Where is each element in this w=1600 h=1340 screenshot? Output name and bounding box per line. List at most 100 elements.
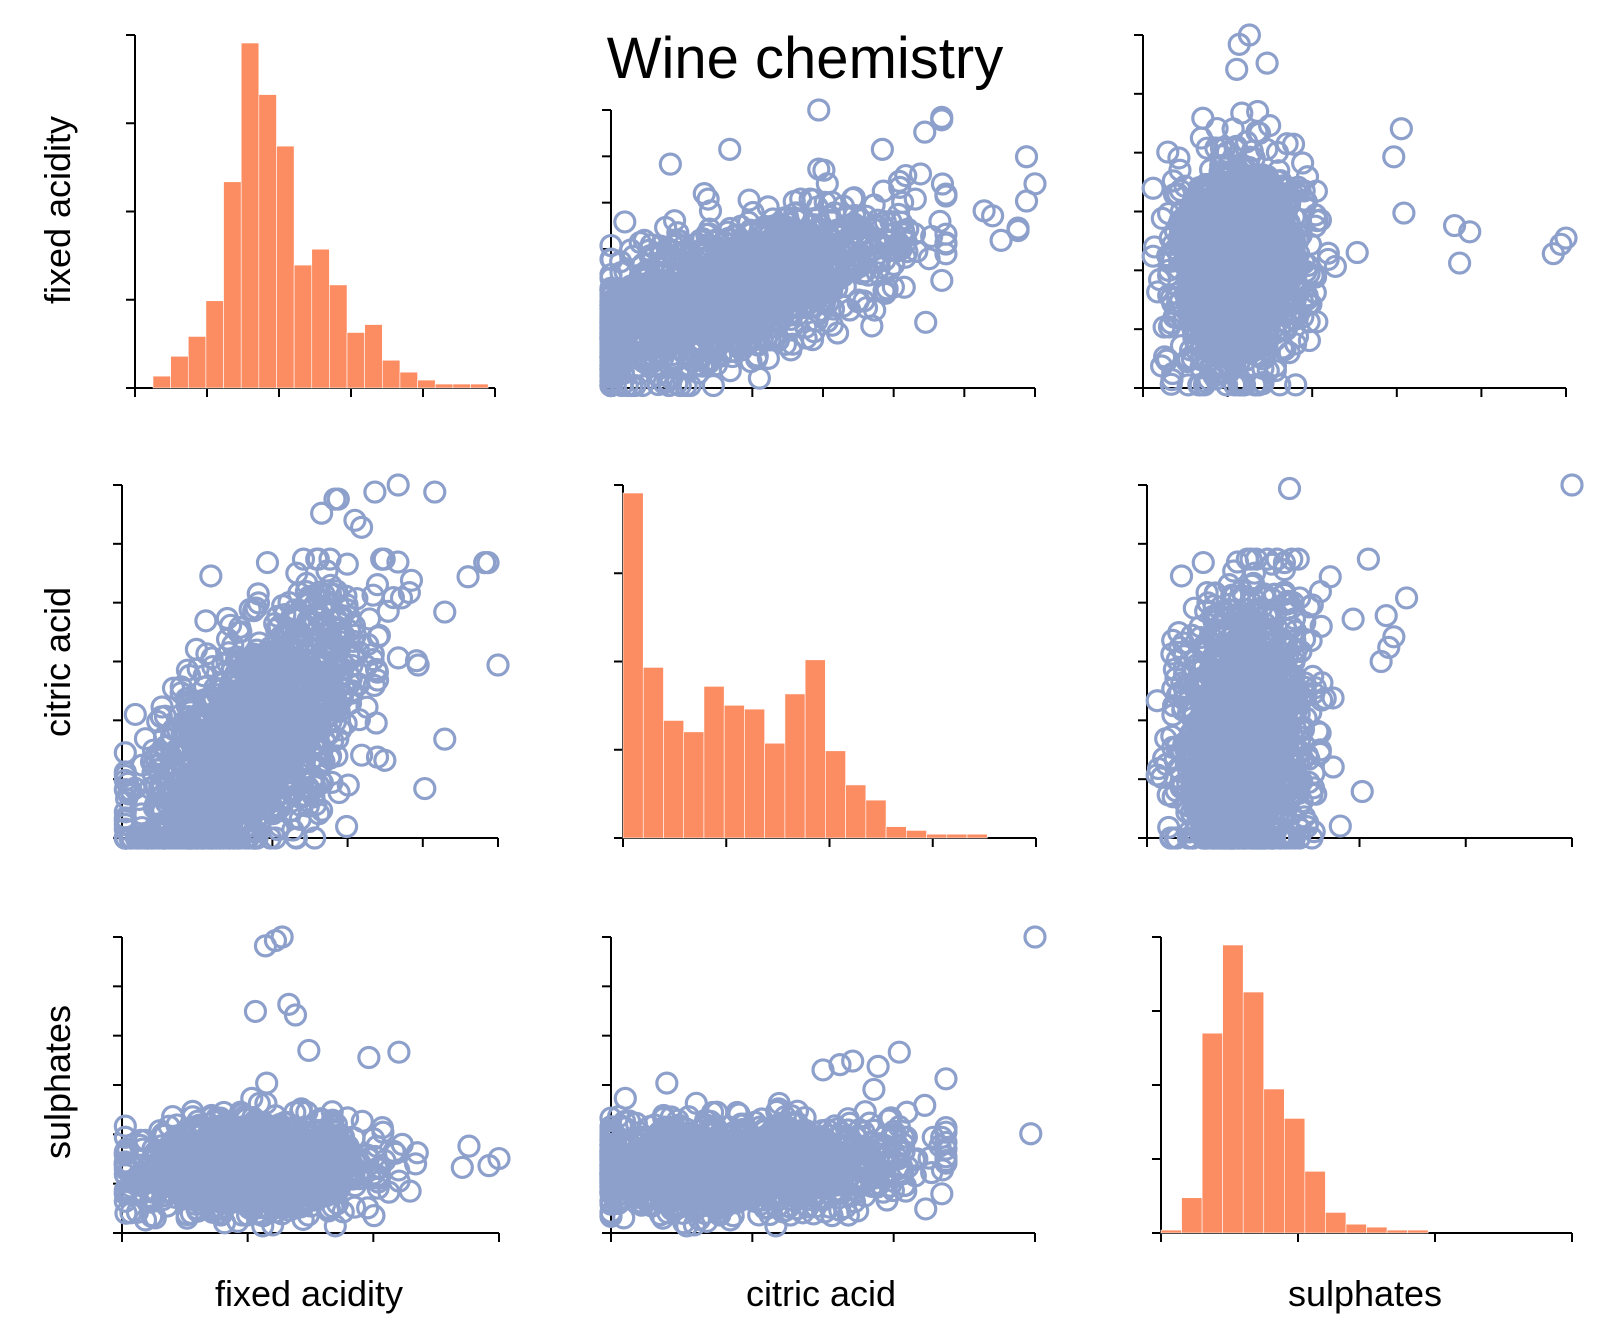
- scatter-point: [1168, 158, 1192, 182]
- scatter-point: [657, 373, 681, 398]
- scatter-point: [305, 754, 330, 779]
- scatter-points: [599, 98, 1047, 398]
- scatter-point: [244, 826, 268, 850]
- scatter-point: [663, 247, 688, 271]
- scatter-point: [1260, 271, 1285, 295]
- scatter-point: [268, 795, 292, 819]
- scatter-point: [655, 282, 679, 306]
- scatter-point: [364, 711, 388, 735]
- scatter-point: [342, 644, 366, 668]
- scatter-point: [1223, 275, 1248, 299]
- scatter-point: [372, 547, 396, 571]
- scatter-point: [1187, 373, 1211, 397]
- scatter-point: [934, 222, 958, 246]
- scatter-point: [1258, 113, 1282, 138]
- scatter-point: [250, 748, 275, 772]
- scatter-point: [273, 602, 297, 627]
- scatter-point: [716, 268, 740, 292]
- hist-bar-citric-acid: [845, 784, 867, 839]
- scatter-point: [905, 239, 929, 264]
- scatter-point: [228, 615, 252, 640]
- scatter-point: [306, 605, 331, 629]
- scatter-point: [1224, 209, 1249, 233]
- hist-bar-fixed-acidity: [470, 383, 489, 389]
- hist-bar-fixed-acidity: [170, 355, 189, 389]
- scatter-point: [668, 373, 692, 398]
- scatter-point: [722, 236, 746, 260]
- scatter-point: [338, 691, 363, 715]
- scatter-point: [807, 98, 831, 122]
- scatter-point: [841, 186, 865, 211]
- scatter-point: [662, 209, 687, 233]
- scatter-point: [284, 772, 308, 796]
- scatter-point: [654, 312, 679, 336]
- scatter-point: [319, 660, 343, 685]
- scatter-point: [1255, 51, 1279, 75]
- scatter-point: [838, 229, 862, 253]
- scatter-point: [186, 657, 210, 681]
- scatter-points: [1145, 473, 1584, 850]
- scatter-point: [848, 208, 872, 232]
- scatter-point: [917, 247, 941, 271]
- scatter-point: [1199, 172, 1223, 196]
- scatter-point: [1191, 106, 1215, 130]
- scatter-point: [1268, 373, 1292, 397]
- scatter-points: [113, 473, 510, 850]
- scatter-point: [737, 188, 761, 212]
- scatter-point: [313, 611, 337, 635]
- scatter-point: [363, 480, 387, 504]
- scatter-point: [825, 276, 849, 300]
- scatter-point: [1156, 140, 1180, 164]
- scatter-point: [882, 222, 906, 246]
- scatter-point: [1251, 212, 1275, 236]
- scatter-point: [1152, 315, 1176, 339]
- scatter-point: [699, 347, 723, 372]
- scatter-point: [320, 671, 344, 695]
- scatter-point: [1288, 224, 1313, 248]
- scatter-point: [682, 293, 706, 317]
- scatter-point: [908, 162, 933, 186]
- scatter-point: [666, 221, 690, 245]
- hist-bar-citric-acid: [865, 799, 887, 839]
- panel-fixed-acidity-vs-citric-acid: [599, 98, 1047, 398]
- scatter-point: [1266, 169, 1290, 193]
- scatter-point: [119, 826, 143, 850]
- scatter-point: [696, 187, 720, 211]
- scatter-point: [1285, 303, 1309, 327]
- scatter-point: [1159, 372, 1183, 396]
- scatter-point: [364, 657, 389, 682]
- scatter-point: [1234, 227, 1259, 252]
- scatter-point: [1207, 228, 1231, 252]
- scatter-point: [989, 228, 1013, 252]
- scatter-point: [1202, 239, 1226, 264]
- scatter-point: [1275, 132, 1299, 156]
- scatter-point: [1228, 263, 1252, 287]
- scatter-point: [399, 568, 424, 592]
- scatter-point: [386, 550, 410, 574]
- scatter-point: [868, 247, 892, 271]
- scatter-point: [1216, 161, 1240, 186]
- scatter-point: [1541, 242, 1565, 266]
- hist-bar-citric-acid: [906, 830, 927, 839]
- scatter-point: [152, 826, 176, 850]
- scatter-point: [149, 743, 173, 767]
- scatter-point: [211, 726, 235, 750]
- scatter-point: [1023, 172, 1047, 196]
- hist-bar-fixed-acidity: [293, 264, 313, 389]
- panel-citric-acid-vs-citric-acid: [614, 484, 1037, 847]
- scatter-point: [1323, 254, 1347, 279]
- scatter-point: [739, 221, 764, 246]
- scatter-point: [610, 306, 634, 330]
- scatter-point: [222, 756, 246, 781]
- scatter-point: [599, 277, 623, 301]
- scatter-point: [637, 238, 661, 262]
- scatter-point: [319, 573, 343, 597]
- hist-bar-fixed-acidity: [223, 181, 242, 389]
- scatter-point: [1175, 349, 1199, 374]
- scatter-point: [486, 653, 510, 677]
- scatter-point: [756, 287, 781, 311]
- scatter-point: [1251, 372, 1275, 396]
- scatter-point: [1147, 267, 1172, 292]
- scatter-point: [1006, 218, 1030, 243]
- scatter-point: [279, 659, 304, 684]
